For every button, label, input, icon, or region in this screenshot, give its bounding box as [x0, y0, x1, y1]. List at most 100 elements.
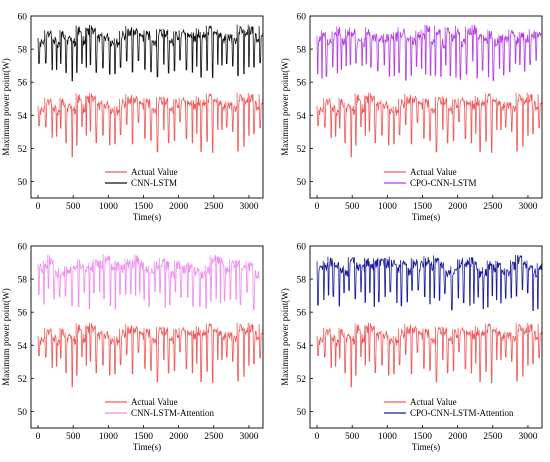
axes-frame [30, 15, 264, 199]
y-tick-label: 58 [297, 46, 307, 56]
y-tick-label: 56 [18, 309, 28, 319]
plot-area [37, 254, 263, 388]
legend-background [380, 396, 500, 420]
y-tick-label: 52 [297, 145, 307, 155]
x-tick-label: 500 [66, 202, 81, 212]
x-tick-label: 3000 [518, 202, 537, 212]
x-tick-label: 0 [36, 202, 41, 212]
x-tick-label: 2000 [448, 432, 467, 442]
x-tick-label: 0 [315, 202, 320, 212]
legend: Actual Value CPO-CNN-LSTM [380, 166, 500, 190]
ticks: 0 500 1000 1500 2000 2500 3000 50 52 54 56 58 60 [297, 13, 538, 213]
y-tick-label: 60 [297, 13, 307, 23]
x-tick-label: 1000 [378, 202, 397, 212]
y-axis-label: Maximum power point(W) [280, 288, 290, 385]
panel-cpo-cnn-lstm: 0 500 1000 1500 2000 2500 3000 50 52 54 56 58 60 Act… [280, 13, 543, 222]
legend-label-actual: Actual Value [131, 397, 178, 407]
y-tick-label: 52 [18, 145, 28, 155]
x-tick-label: 0 [36, 432, 41, 442]
panel-cnn-lstm: 0 500 1000 1500 2000 2500 3000 50 52 54 56 58 60 Act… [1, 13, 264, 222]
y-tick-label: 60 [18, 13, 28, 23]
x-axis-label: Time(s) [133, 212, 161, 222]
x-tick-label: 1000 [99, 202, 118, 212]
legend-label-actual: Actual Value [131, 167, 178, 177]
y-tick-label: 52 [297, 375, 307, 385]
legend-label-model: CPO-CNN-LSTM-Attention [410, 408, 514, 418]
series-line-actual [316, 92, 542, 158]
x-tick-label: 3000 [518, 432, 537, 442]
y-tick-label: 56 [297, 309, 307, 319]
legend-label-model: CNN-LSTM-Attention [131, 408, 214, 418]
axes-frame [30, 245, 264, 429]
x-tick-label: 500 [345, 432, 360, 442]
x-tick-label: 1500 [413, 432, 432, 442]
y-tick-label: 50 [18, 408, 28, 418]
x-tick-label: 1000 [378, 432, 397, 442]
legend-background [101, 166, 221, 190]
x-tick-label: 3000 [239, 432, 258, 442]
x-tick-label: 2500 [204, 202, 223, 212]
y-tick-label: 54 [297, 112, 307, 122]
y-tick-label: 56 [18, 79, 28, 89]
series-line-model [316, 254, 542, 311]
series-line-model [37, 254, 261, 310]
x-tick-label: 1000 [99, 432, 118, 442]
x-tick-label: 2000 [169, 202, 188, 212]
y-axis-label: Maximum power point(W) [1, 288, 11, 385]
x-axis-label: Time(s) [133, 442, 161, 452]
y-tick-label: 56 [297, 79, 307, 89]
x-tick-label: 0 [315, 432, 320, 442]
series-line-model [37, 24, 263, 82]
plot-area [316, 24, 542, 158]
x-tick-label: 2000 [448, 202, 467, 212]
legend-background [380, 166, 500, 190]
y-tick-label: 50 [18, 178, 28, 188]
x-tick-label: 3000 [239, 202, 258, 212]
y-tick-label: 52 [18, 375, 28, 385]
y-axis-label: Maximum power point(W) [280, 58, 290, 155]
legend-label-actual: Actual Value [410, 167, 457, 177]
plot-area [37, 24, 263, 158]
x-tick-label: 500 [345, 202, 360, 212]
y-tick-label: 58 [18, 46, 28, 56]
y-tick-label: 58 [297, 276, 307, 286]
axes-frame [309, 245, 543, 429]
axes-frame [309, 15, 543, 199]
series-line-actual [37, 322, 263, 388]
panel-cnn-lstm-attention: 0 500 1000 1500 2000 2500 3000 50 52 54 56 58 60 Act… [1, 243, 264, 452]
legend-background [101, 396, 221, 420]
plot-area [316, 254, 542, 388]
y-tick-label: 60 [18, 243, 28, 253]
legend: Actual Value CPO-CNN-LSTM-Attention [380, 396, 514, 420]
y-tick-label: 50 [297, 178, 307, 188]
y-tick-label: 58 [18, 276, 28, 286]
y-tick-label: 54 [18, 342, 28, 352]
x-tick-label: 1500 [134, 202, 153, 212]
legend-label-model: CPO-CNN-LSTM [410, 178, 477, 188]
legend: Actual Value CNN-LSTM-Attention [101, 396, 221, 420]
legend: Actual Value CNN-LSTM [101, 166, 221, 190]
y-tick-label: 54 [18, 112, 28, 122]
x-tick-label: 1500 [134, 432, 153, 442]
x-axis-label: Time(s) [412, 212, 440, 222]
legend-label-actual: Actual Value [410, 397, 457, 407]
x-tick-label: 2500 [483, 202, 502, 212]
legend-label-model: CNN-LSTM [131, 178, 177, 188]
ticks: 0 500 1000 1500 2000 2500 3000 50 52 54 56 58 60 [297, 243, 538, 443]
series-line-actual [316, 322, 542, 388]
x-tick-label: 1500 [413, 202, 432, 212]
panel-cpo-cnn-lstm-attention: 0 500 1000 1500 2000 2500 3000 50 52 54 56 58 60 Act… [280, 243, 543, 452]
ticks: 0 500 1000 1500 2000 2500 3000 50 52 54 56 58 60 [18, 13, 259, 213]
series-line-actual [37, 92, 263, 158]
series-line-model [316, 24, 542, 81]
y-tick-label: 50 [297, 408, 307, 418]
y-axis-label: Maximum power point(W) [1, 58, 11, 155]
x-tick-label: 2000 [169, 432, 188, 442]
y-tick-label: 60 [297, 243, 307, 253]
x-tick-label: 2500 [483, 432, 502, 442]
y-tick-label: 54 [297, 342, 307, 352]
ticks: 0 500 1000 1500 2000 2500 3000 50 52 54 56 58 60 [18, 243, 259, 443]
x-tick-label: 2500 [204, 432, 223, 442]
x-axis-label: Time(s) [412, 442, 440, 452]
